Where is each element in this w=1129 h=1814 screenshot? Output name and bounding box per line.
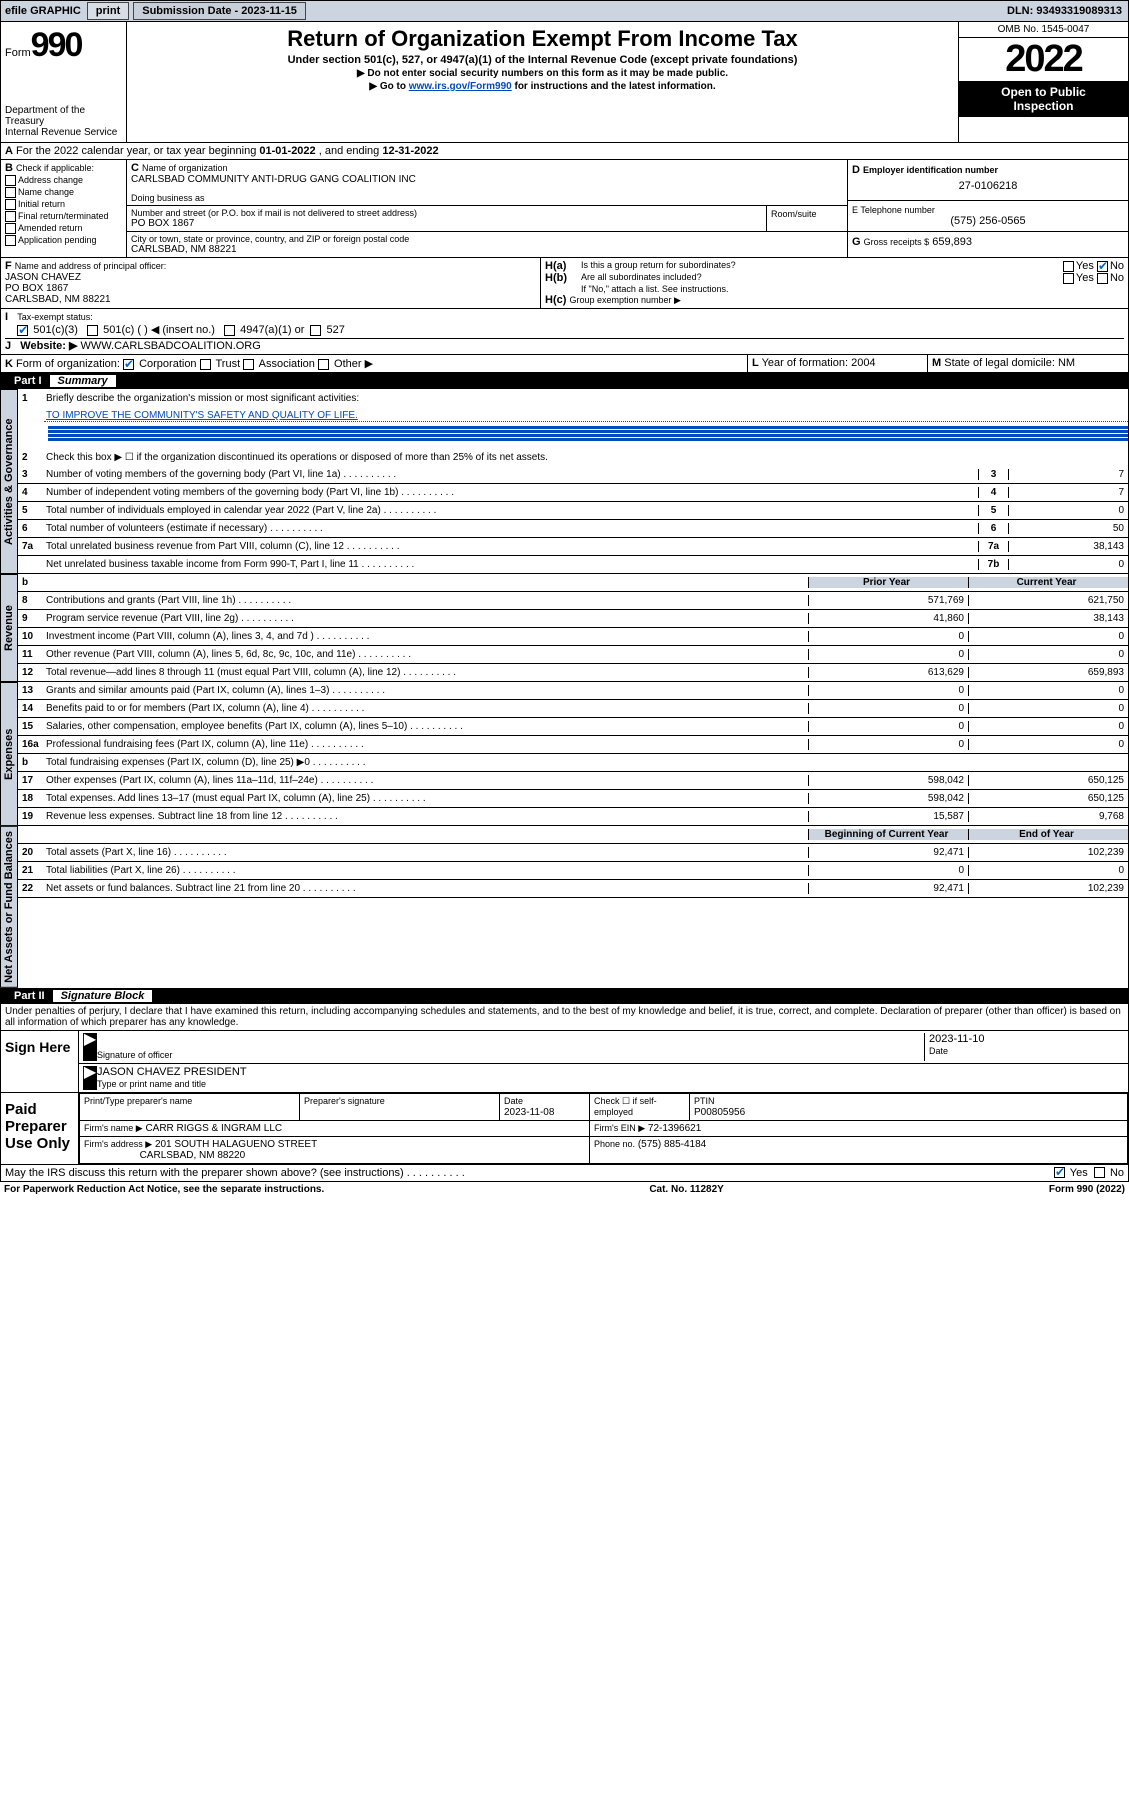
chk-4947[interactable] (224, 325, 235, 336)
dln: DLN: 93493319089313 (1007, 5, 1128, 17)
print-button[interactable]: print (87, 2, 129, 20)
table-row: Net unrelated business taxable income fr… (18, 556, 1128, 574)
officer-group-block: F Name and address of principal officer:… (0, 258, 1129, 309)
irs-link[interactable]: www.irs.gov/Form990 (409, 81, 512, 92)
may-discuss-row: May the IRS discuss this return with the… (0, 1165, 1129, 1182)
hb-yes[interactable] (1063, 273, 1074, 284)
officer-name: JASON CHAVEZ (5, 272, 536, 283)
chk-address-change[interactable]: Address change (5, 174, 122, 186)
sidetab-revenue: Revenue (0, 574, 18, 682)
chk-527[interactable] (310, 325, 321, 336)
firm-name: CARR RIGGS & INGRAM LLC (145, 1123, 282, 1134)
chk-trust[interactable] (200, 359, 211, 370)
chk-corp[interactable] (123, 359, 134, 370)
table-row: 18 Total expenses. Add lines 13–17 (must… (18, 790, 1128, 808)
instr-ssn: ▶ Do not enter social security numbers o… (131, 68, 954, 79)
governance-section: Activities & Governance 1Briefly describ… (0, 389, 1129, 574)
mission: TO IMPROVE THE COMMUNITY'S SAFETY AND QU… (44, 410, 1128, 422)
arrow-icon: ▶ (83, 1066, 97, 1090)
irs: Internal Revenue Service (5, 127, 122, 138)
org-city: CARLSBAD, NM 88221 (131, 244, 843, 255)
form-subtitle: Under section 501(c), 527, or 4947(a)(1)… (131, 54, 954, 66)
table-row: 17 Other expenses (Part IX, column (A), … (18, 772, 1128, 790)
table-row: 3 Number of voting members of the govern… (18, 466, 1128, 484)
chk-other[interactable] (318, 359, 329, 370)
instr-goto: ▶ Go to www.irs.gov/Form990 for instruct… (131, 81, 954, 92)
ein: 27-0106218 (852, 176, 1124, 196)
table-row: 16a Professional fundraising fees (Part … (18, 736, 1128, 754)
form-id: Form 990 (5, 26, 122, 65)
discuss-no[interactable] (1094, 1167, 1105, 1178)
chk-app-pending[interactable]: Application pending (5, 234, 122, 246)
org-address: PO BOX 1867 (131, 218, 762, 229)
table-row: 7a Total unrelated business revenue from… (18, 538, 1128, 556)
sidetab-governance: Activities & Governance (0, 389, 18, 574)
table-row: 22 Net assets or fund balances. Subtract… (18, 880, 1128, 898)
tax-year: 2022 (959, 38, 1128, 81)
submission-date: Submission Date - 2023-11-15 (133, 2, 306, 20)
gross-receipts: 659,893 (932, 236, 972, 248)
state-domicile: NM (1058, 357, 1075, 369)
paid-preparer-block: Paid Preparer Use Only Print/Type prepar… (0, 1093, 1129, 1165)
form-title: Return of Organization Exempt From Incom… (131, 26, 954, 52)
footer: For Paperwork Reduction Act Notice, see … (0, 1182, 1129, 1197)
chk-501c[interactable] (87, 325, 98, 336)
chk-amended[interactable]: Amended return (5, 222, 122, 234)
table-row: 13 Grants and similar amounts paid (Part… (18, 682, 1128, 700)
table-row: 9 Program service revenue (Part VIII, li… (18, 610, 1128, 628)
chk-assoc[interactable] (243, 359, 254, 370)
form-org-row: K Form of organization: Corporation Trus… (0, 355, 1129, 373)
firm-ein: 72-1396621 (648, 1123, 701, 1134)
org-name: CARLSBAD COMMUNITY ANTI-DRUG GANG COALIT… (131, 174, 843, 185)
omb-number: OMB No. 1545-0047 (959, 22, 1128, 38)
identity-block: B Check if applicable: Address change Na… (0, 160, 1129, 258)
sign-here-block: Sign Here ▶ Signature of officer 2023-11… (0, 1031, 1129, 1093)
revenue-section: Revenue bPrior YearCurrent Year 8 Contri… (0, 574, 1129, 682)
dept-treasury: Department of the Treasury (5, 105, 122, 127)
expenses-section: Expenses 13 Grants and similar amounts p… (0, 682, 1129, 826)
arrow-icon: ▶ (83, 1033, 97, 1061)
chk-final-return[interactable]: Final return/terminated (5, 210, 122, 222)
table-row: 5 Total number of individuals employed i… (18, 502, 1128, 520)
topbar: efile GRAPHIC print Submission Date - 20… (0, 0, 1129, 22)
ha-no[interactable] (1097, 261, 1108, 272)
efile-label: efile GRAPHIC (1, 5, 85, 17)
netassets-section: Net Assets or Fund Balances Beginning of… (0, 826, 1129, 988)
hb-no[interactable] (1097, 273, 1108, 284)
table-row: 19 Revenue less expenses. Subtract line … (18, 808, 1128, 826)
table-row: 12 Total revenue—add lines 8 through 11 … (18, 664, 1128, 682)
officer-signed: JASON CHAVEZ PRESIDENT (97, 1066, 1124, 1078)
telephone: (575) 256-0565 (852, 215, 1124, 227)
website: WWW.CARLSBADCOALITION.ORG (81, 340, 261, 352)
table-row: 20 Total assets (Part X, line 16) 92,471… (18, 844, 1128, 862)
ha-yes[interactable] (1063, 261, 1074, 272)
part-ii-header: Part II Signature Block (0, 988, 1129, 1004)
sidetab-netassets: Net Assets or Fund Balances (0, 826, 18, 988)
table-row: 4 Number of independent voting members o… (18, 484, 1128, 502)
part-i-header: Part I Summary (0, 373, 1129, 389)
form-header: Form 990 Department of the Treasury Inte… (0, 22, 1129, 143)
table-row: 10 Investment income (Part VIII, column … (18, 628, 1128, 646)
line-a: A For the 2022 calendar year, or tax yea… (0, 143, 1129, 160)
table-row: 6 Total number of volunteers (estimate i… (18, 520, 1128, 538)
discuss-yes[interactable] (1054, 1167, 1065, 1178)
tax-status-row: I Tax-exempt status: 501(c)(3) 501(c) ( … (0, 309, 1129, 355)
year-formation: 2004 (851, 357, 875, 369)
table-row: 21 Total liabilities (Part X, line 26) 0… (18, 862, 1128, 880)
table-row: 11 Other revenue (Part VIII, column (A),… (18, 646, 1128, 664)
sidetab-expenses: Expenses (0, 682, 18, 826)
perjury-declaration: Under penalties of perjury, I declare th… (0, 1004, 1129, 1031)
table-row: 14 Benefits paid to or for members (Part… (18, 700, 1128, 718)
chk-name-change[interactable]: Name change (5, 186, 122, 198)
chk-501c3[interactable] (17, 325, 28, 336)
table-row: 8 Contributions and grants (Part VIII, l… (18, 592, 1128, 610)
table-row: 15 Salaries, other compensation, employe… (18, 718, 1128, 736)
open-to-public: Open to Public Inspection (959, 81, 1128, 117)
firm-phone: (575) 885-4184 (638, 1139, 706, 1150)
table-row: b Total fundraising expenses (Part IX, c… (18, 754, 1128, 772)
chk-initial-return[interactable]: Initial return (5, 198, 122, 210)
ptin: P00805956 (694, 1107, 745, 1118)
